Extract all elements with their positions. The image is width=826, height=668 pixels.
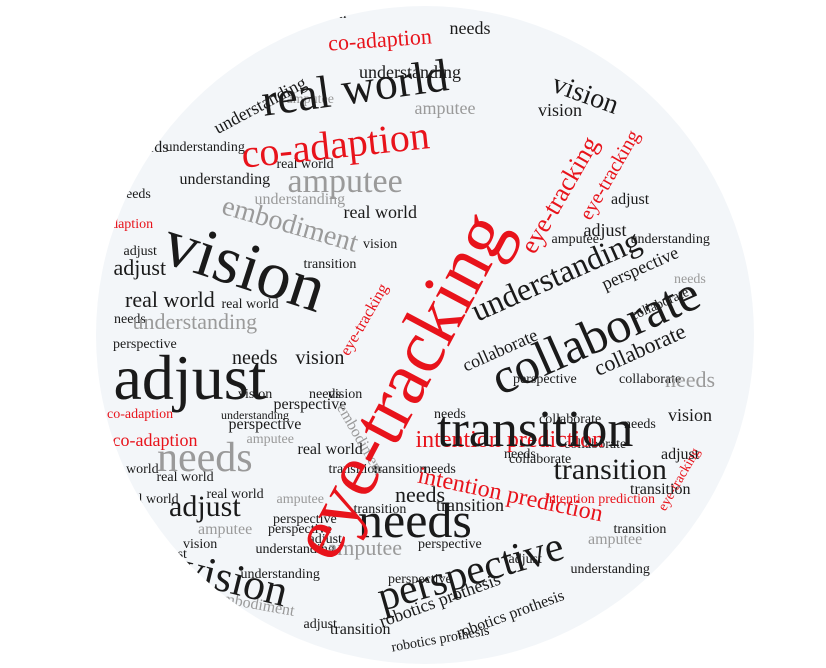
cloud-word: real world (125, 287, 215, 312)
cloud-word: needs (504, 447, 536, 462)
cloud-word: adjust (303, 617, 337, 632)
cloud-word: transition (330, 621, 391, 638)
cloud-word: co-adaption (96, 217, 154, 232)
cloud-word: vision (538, 100, 583, 120)
cloud-word: perspective (513, 372, 577, 387)
cloud-word: adjust (113, 342, 267, 413)
cloud-word: transition (630, 481, 691, 498)
cloud-word: needs (232, 347, 278, 369)
cloud-word: needs (114, 312, 146, 327)
cloud-word: needs (544, 647, 576, 662)
cloud-word: perspective (273, 396, 347, 413)
cloud-word: intention prediction (415, 427, 605, 453)
cloud-word: understanding (132, 309, 258, 334)
cloud-word: understanding (254, 191, 346, 208)
cloud-word: real world (276, 157, 334, 172)
cloud-word: needs (434, 407, 466, 422)
cloud-word: vision (183, 537, 218, 552)
cloud-word: co-adaption (327, 23, 433, 56)
cloud-word: understanding (165, 140, 245, 155)
cloud-word: real world (343, 202, 417, 222)
cloud-word: understanding (221, 408, 289, 422)
cloud-word: vision (238, 387, 273, 402)
cloud-word: amputee (198, 521, 253, 538)
cloud-word: amputee (246, 432, 294, 447)
cloud-word: amputee (287, 163, 403, 200)
word-cloud-circle: embodiment understanding real world collabo… (96, 6, 754, 664)
cloud-word: needs (665, 367, 716, 392)
cloud-word: transition (373, 462, 427, 477)
cloud-word: real world (206, 487, 264, 502)
cloud-word: amputee (286, 92, 334, 107)
cloud-word: perspective (273, 512, 337, 527)
cloud-word: needs (674, 272, 706, 287)
cloud-word: amputee (327, 535, 403, 560)
cloud-word: co-adaption (107, 407, 174, 422)
cloud-word: understanding (630, 232, 710, 247)
cloud-word: perspective (228, 416, 302, 433)
cloud-word: adjust (113, 255, 167, 280)
cloud-word: vision (295, 347, 345, 369)
cloud-word: adjust (583, 220, 627, 240)
cloud-word: amputee (276, 492, 324, 507)
cloud-word: needs (194, 612, 226, 627)
cloud-word: needs (109, 157, 141, 172)
cloud-word: adjust (661, 446, 700, 463)
cloud-word: needs (119, 187, 151, 202)
cloud-word: transition (303, 257, 357, 272)
cloud-word: transition (353, 502, 407, 517)
cloud-word: vision (328, 387, 363, 402)
cloud-word: understanding (359, 62, 461, 82)
cloud-word: embodiment (190, 633, 250, 647)
cloud-word: needs (358, 492, 472, 548)
cloud-word: adjust (123, 244, 157, 259)
cloud-word: amputee (551, 232, 599, 247)
cloud-word: collaborate (564, 437, 627, 452)
cloud-word: adjust (169, 490, 241, 523)
cloud-word: perspective (113, 337, 177, 352)
cloud-word: real world (221, 297, 279, 312)
cloud-word: collaborate (509, 452, 572, 467)
cloud-word: understanding (570, 562, 650, 577)
cloud-word: needs (449, 18, 491, 38)
cloud-word: needs (424, 462, 456, 477)
cloud-word: adjust (308, 532, 342, 547)
cloud-word: vision (363, 237, 398, 252)
cloud-word: understanding (179, 171, 271, 188)
cloud-word: transition (613, 522, 667, 537)
cloud-word: adjust (611, 191, 650, 208)
cloud-word: understanding (240, 567, 320, 582)
cloud-word: collaborate (539, 412, 602, 427)
cloud-word: needs (624, 417, 656, 432)
cloud-word: real world (101, 462, 159, 477)
cloud-word: transition (328, 462, 382, 477)
cloud-word: perspective (418, 537, 482, 552)
cloud-word: real world (156, 470, 214, 485)
cloud-word: amputee (588, 531, 643, 548)
cloud-word: needs (132, 139, 169, 156)
cloud-word: perspective (388, 572, 452, 587)
cloud-word: co-adaption (112, 430, 198, 450)
cloud-word: vision (668, 405, 713, 425)
cloud-word: transition (437, 401, 634, 458)
cloud-word: transition (436, 495, 504, 515)
cloud-word: real world (121, 492, 179, 507)
cloud-word: needs (309, 387, 341, 402)
cloud-word: transition (293, 7, 347, 22)
cloud-word: understanding (255, 542, 335, 557)
cloud-word: adjust (153, 547, 187, 562)
cloud-word: intention prediction (545, 492, 656, 507)
cloud-word: needs (395, 482, 446, 507)
cloud-word: needs (157, 435, 253, 481)
cloud-word: adjust (508, 552, 542, 567)
cloud-word: amputee (414, 98, 476, 118)
cloud-word: collaborate (619, 372, 682, 387)
cloud-word: transition (553, 453, 667, 486)
cloud-word: perspective (268, 522, 332, 537)
cloud-word: real world (297, 441, 363, 458)
